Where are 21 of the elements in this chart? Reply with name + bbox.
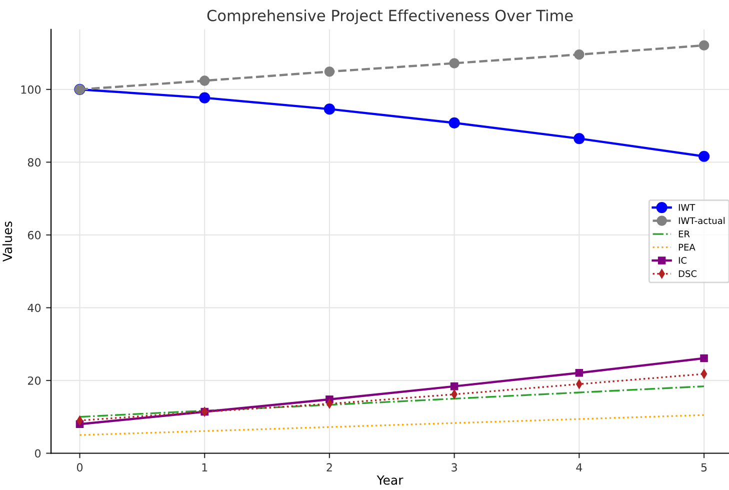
chart-title: Comprehensive Project Effectiveness Over Time <box>207 9 573 24</box>
y-tick-label: 0 <box>34 449 41 458</box>
legend-label: IWT-actual <box>678 217 725 224</box>
x-axis-title: Year <box>376 476 404 485</box>
y-tick-label: 100 <box>21 85 41 94</box>
x-tick-label: 1 <box>202 463 208 472</box>
legend-label: DSC <box>678 270 697 278</box>
x-tick-label: 5 <box>701 463 707 472</box>
x-tick-label: 2 <box>326 463 332 472</box>
y-tick-label: 40 <box>28 304 41 312</box>
legend-label: ER <box>678 230 690 238</box>
y-tick-label: 60 <box>28 230 41 240</box>
legend-label: IC <box>678 256 687 264</box>
x-tick-label: 3 <box>452 463 457 472</box>
x-tick-label: 4 <box>576 463 582 472</box>
legend-label: PEA <box>678 244 696 250</box>
legend-label: IWT <box>678 204 696 211</box>
y-tick-label: 80 <box>28 158 41 167</box>
y-tick-label: 20 <box>28 376 41 385</box>
x-tick-label: 0 <box>76 463 83 472</box>
y-axis-title: Values <box>2 222 12 262</box>
